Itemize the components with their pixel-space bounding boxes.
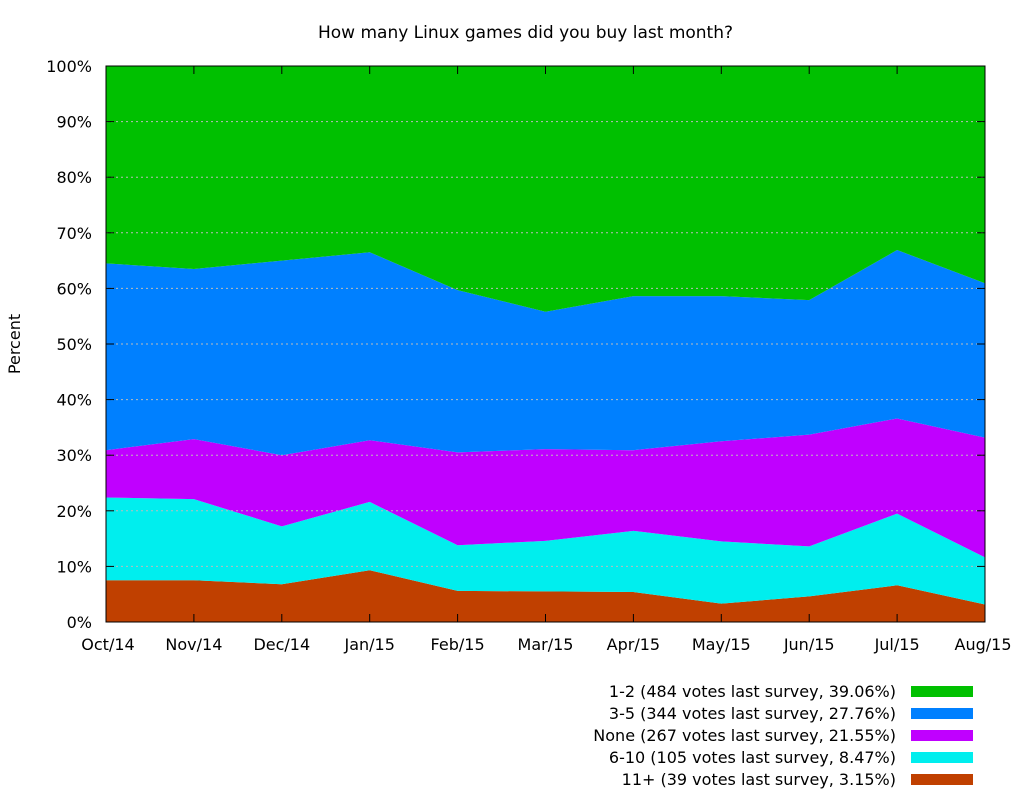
y-tick-label: 20%	[56, 502, 92, 521]
x-tick-label: Jan/15	[343, 635, 394, 654]
y-tick-label: 0%	[67, 613, 92, 632]
legend-swatch	[911, 752, 973, 763]
legend-label: None (267 votes last survey, 21.55%)	[593, 726, 896, 745]
legend-label: 1-2 (484 votes last survey, 39.06%)	[609, 682, 896, 701]
x-tick-label: Dec/14	[253, 635, 310, 654]
y-tick-label: 60%	[56, 279, 92, 298]
stacked-areas	[106, 66, 985, 622]
area-series-1	[106, 497, 985, 605]
area-series-2	[106, 418, 985, 558]
y-tick-label: 80%	[56, 168, 92, 187]
y-tick-label: 100%	[46, 57, 92, 76]
x-tick-label: Nov/14	[165, 635, 222, 654]
x-tick-label: Feb/15	[431, 635, 485, 654]
area-series-0	[106, 570, 985, 622]
y-tick-label: 40%	[56, 391, 92, 410]
x-tick-label: Jul/15	[874, 635, 920, 654]
x-tick-label: Mar/15	[518, 635, 574, 654]
x-tick-label: May/15	[692, 635, 751, 654]
y-axis-ticks: 0% 10% 20% 30% 40% 50% 60% 70% 80% 90% 100%	[46, 57, 985, 632]
y-tick-label: 30%	[56, 446, 92, 465]
x-tick-label: Apr/15	[607, 635, 660, 654]
legend-label: 11+ (39 votes last survey, 3.15%)	[622, 770, 896, 789]
y-tick-label: 70%	[56, 224, 92, 243]
chart-title: How many Linux games did you buy last mo…	[318, 23, 733, 43]
x-tick-label: Oct/14	[81, 635, 134, 654]
y-tick-label: 10%	[56, 557, 92, 576]
legend-swatch	[911, 686, 973, 697]
legend-label: 6-10 (105 votes last survey, 8.47%)	[609, 748, 896, 767]
legend-swatch	[911, 730, 973, 741]
legend-label: 3-5 (344 votes last survey, 27.76%)	[609, 704, 896, 723]
y-tick-label: 90%	[56, 113, 92, 132]
area-series-4	[106, 66, 985, 312]
y-axis-label: Percent	[5, 314, 24, 374]
legend-swatch	[911, 774, 973, 785]
x-tick-label: Jun/15	[783, 635, 835, 654]
x-tick-label: Aug/15	[955, 635, 1012, 654]
gridlines	[106, 121, 985, 567]
legend: 1-2 (484 votes last survey, 39.06%) 3-5 (…	[593, 682, 973, 789]
legend-swatch	[911, 708, 973, 719]
area-series-3	[106, 250, 985, 456]
x-axis-ticks: Oct/14 Nov/14 Dec/14 Jan/15 Feb/15 Mar/15 Apr/…	[81, 66, 1012, 654]
y-tick-label: 50%	[56, 335, 92, 354]
